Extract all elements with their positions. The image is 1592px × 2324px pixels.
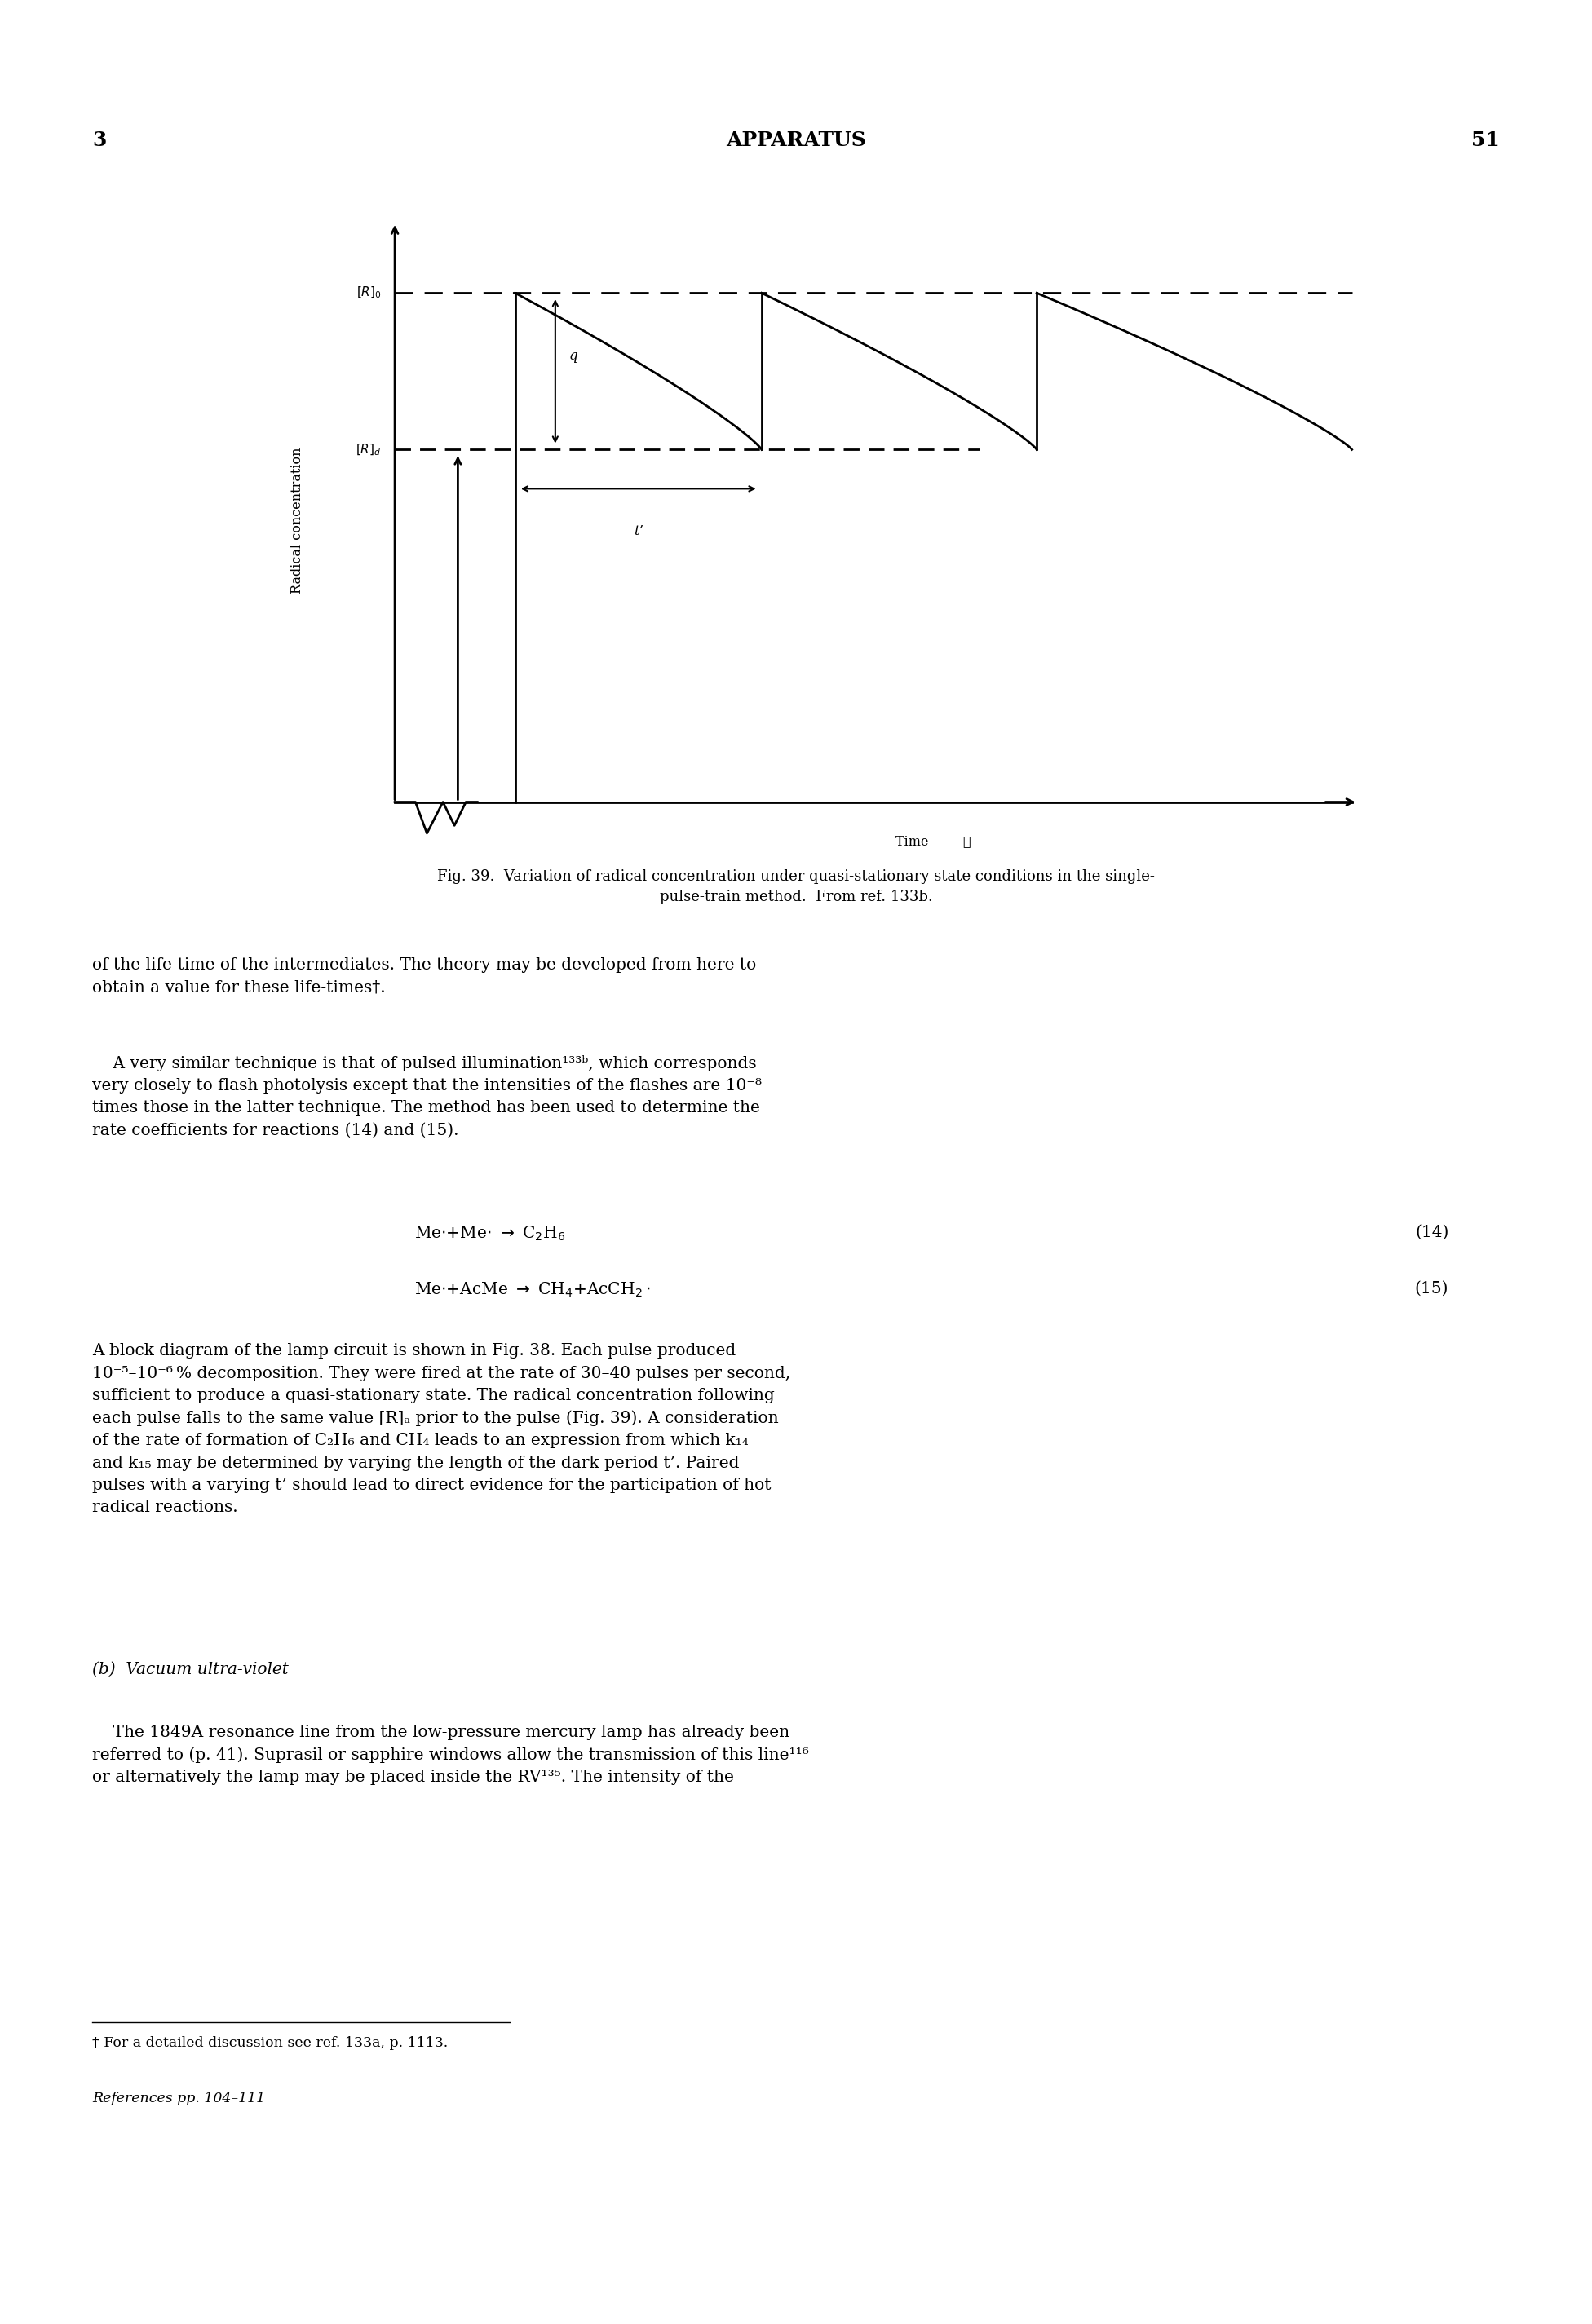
Text: $[R]_d$: $[R]_d$ [357, 442, 380, 458]
Text: Me$\cdot$+Me$\cdot$ $\rightarrow$ C$_2$H$_6$: Me$\cdot$+Me$\cdot$ $\rightarrow$ C$_2$H… [414, 1225, 565, 1243]
Text: A very similar technique is that of pulsed illumination¹³³ᵇ, which corresponds
v: A very similar technique is that of puls… [92, 1055, 763, 1139]
Text: 51: 51 [1471, 130, 1500, 149]
Text: (14): (14) [1415, 1225, 1449, 1241]
Text: References pp. 104–111: References pp. 104–111 [92, 2092, 266, 2106]
Text: Me$\cdot$+AcMe $\rightarrow$ CH$_4$+AcCH$_2\cdot$: Me$\cdot$+AcMe $\rightarrow$ CH$_4$+AcCH… [414, 1281, 650, 1299]
Text: The 1849A resonance line from the low-pressure mercury lamp has already been
ref: The 1849A resonance line from the low-pr… [92, 1724, 809, 1785]
Text: (15): (15) [1415, 1281, 1449, 1297]
Text: Time  ——➤: Time ——➤ [896, 834, 971, 848]
Text: APPARATUS: APPARATUS [726, 130, 866, 149]
Text: † For a detailed discussion see ref. 133a, p. 1113.: † For a detailed discussion see ref. 133… [92, 2036, 447, 2050]
Text: (b)  Vacuum ultra-violet: (b) Vacuum ultra-violet [92, 1662, 288, 1678]
Text: Radical concentration: Radical concentration [290, 446, 304, 593]
Text: 3: 3 [92, 130, 107, 149]
Text: Fig. 39.  Variation of radical concentration under quasi-stationary state condit: Fig. 39. Variation of radical concentrat… [438, 869, 1154, 904]
Text: t’: t’ [634, 523, 643, 537]
Text: of the life-time of the intermediates. The theory may be developed from here to
: of the life-time of the intermediates. T… [92, 957, 756, 995]
Text: A block diagram of the lamp circuit is shown in Fig. 38. Each pulse produced
10⁻: A block diagram of the lamp circuit is s… [92, 1343, 791, 1515]
Text: q: q [568, 349, 578, 363]
Text: $[R]_0$: $[R]_0$ [357, 286, 380, 300]
